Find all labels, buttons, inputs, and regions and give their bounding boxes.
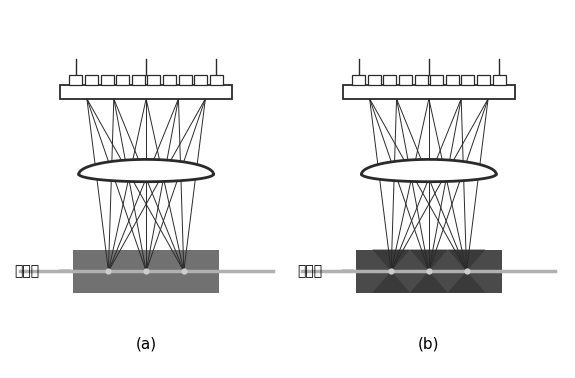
Bar: [74, 249, 219, 293]
Bar: [60, 85, 232, 99]
Bar: [493, 75, 505, 85]
Polygon shape: [373, 249, 410, 271]
Bar: [70, 75, 82, 85]
Text: 焉平面: 焉平面: [297, 264, 322, 278]
Text: 焉平面: 焉平面: [14, 264, 39, 278]
Bar: [163, 75, 176, 85]
Bar: [430, 75, 443, 85]
Bar: [85, 75, 98, 85]
Polygon shape: [448, 249, 485, 271]
Polygon shape: [448, 271, 485, 293]
Text: (a): (a): [136, 336, 157, 351]
Bar: [384, 75, 396, 85]
Bar: [210, 75, 223, 85]
Bar: [147, 75, 160, 85]
Bar: [179, 75, 191, 85]
Bar: [399, 75, 412, 85]
Polygon shape: [410, 271, 448, 293]
Bar: [343, 85, 515, 99]
Polygon shape: [373, 271, 410, 293]
Text: (b): (b): [418, 336, 440, 351]
Bar: [477, 75, 490, 85]
Bar: [116, 75, 129, 85]
Bar: [415, 75, 428, 85]
Bar: [356, 249, 501, 293]
Bar: [368, 75, 381, 85]
Bar: [132, 75, 145, 85]
Bar: [194, 75, 207, 85]
Bar: [352, 75, 365, 85]
Bar: [462, 75, 474, 85]
Bar: [101, 75, 113, 85]
Polygon shape: [410, 249, 448, 271]
Bar: [446, 75, 459, 85]
